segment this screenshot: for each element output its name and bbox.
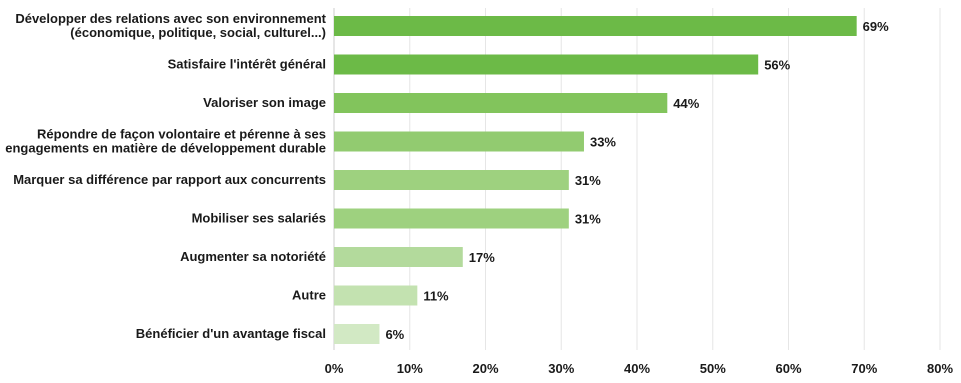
value-labels: 69% 56% 44% 33% 31% 31% 17% 11% 6% <box>385 19 889 342</box>
bar <box>334 16 857 36</box>
category-label: Mobiliser ses salariés <box>192 211 326 226</box>
value-label: 69% <box>863 19 889 34</box>
category-label: Satisfaire l'intérêt général <box>168 57 326 72</box>
bar <box>334 247 463 267</box>
category-labels: Développer des relations avec son enviro… <box>5 11 326 341</box>
category-label: Augmenter sa notoriété <box>180 249 326 264</box>
category-label: Valoriser son image <box>203 95 326 110</box>
category-label: Autre <box>292 288 326 303</box>
x-tick-label: 60% <box>775 361 801 376</box>
category-label: (économique, politique, social, culturel… <box>70 25 326 40</box>
x-tick-label: 20% <box>472 361 498 376</box>
category-label: Bénéficier d'un avantage fiscal <box>136 326 326 341</box>
x-tick-label: 40% <box>624 361 650 376</box>
bar <box>334 324 380 344</box>
bar <box>334 93 668 113</box>
category-label: Marquer sa différence par rapport aux co… <box>13 172 326 187</box>
x-tick-label: 0% <box>325 361 344 376</box>
value-label: 11% <box>423 289 449 304</box>
x-tick-label: 50% <box>700 361 726 376</box>
category-label: engagements en matière de développement … <box>5 141 326 156</box>
x-tick-label: 70% <box>851 361 877 376</box>
bars <box>334 16 857 344</box>
bar <box>334 54 759 75</box>
value-label: 31% <box>575 173 601 188</box>
bar <box>334 285 418 306</box>
bar <box>334 170 569 190</box>
bar <box>334 208 569 229</box>
value-label: 33% <box>590 135 616 150</box>
value-label: 6% <box>385 327 404 342</box>
value-label: 17% <box>469 250 495 265</box>
category-label: Répondre de façon volontaire et pérenne … <box>37 127 326 142</box>
x-tick-label: 10% <box>397 361 423 376</box>
value-label: 44% <box>673 96 699 111</box>
x-tick-label: 80% <box>927 361 953 376</box>
x-axis-ticks: 0% 10% 20% 30% 40% 50% 60% 70% 80% <box>325 361 954 376</box>
value-label: 56% <box>764 58 790 73</box>
category-label: Développer des relations avec son enviro… <box>15 11 326 26</box>
x-tick-label: 30% <box>548 361 574 376</box>
bar <box>334 131 584 152</box>
value-label: 31% <box>575 212 601 227</box>
